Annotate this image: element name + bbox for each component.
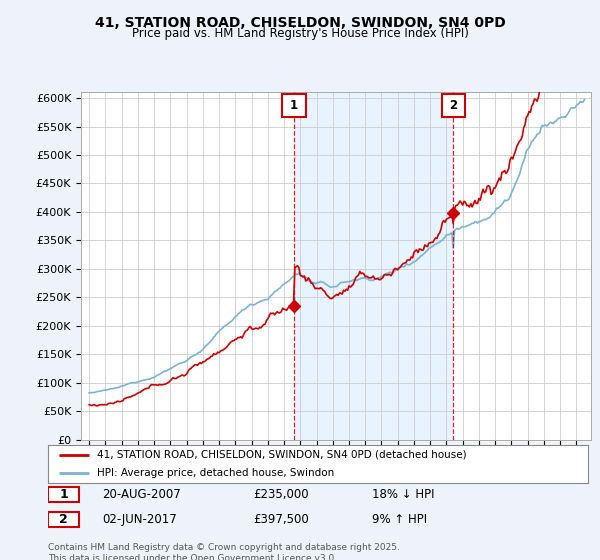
- Text: 1: 1: [59, 488, 68, 501]
- Text: 20-AUG-2007: 20-AUG-2007: [102, 488, 181, 501]
- Text: £397,500: £397,500: [253, 513, 309, 526]
- Bar: [294, 92, 453, 440]
- FancyBboxPatch shape: [48, 487, 79, 502]
- FancyBboxPatch shape: [283, 94, 306, 116]
- Text: 18% ↓ HPI: 18% ↓ HPI: [372, 488, 434, 501]
- Text: 9% ↑ HPI: 9% ↑ HPI: [372, 513, 427, 526]
- Text: 2: 2: [449, 99, 457, 112]
- Text: Price paid vs. HM Land Registry's House Price Index (HPI): Price paid vs. HM Land Registry's House …: [131, 27, 469, 40]
- FancyBboxPatch shape: [48, 512, 79, 528]
- Text: HPI: Average price, detached house, Swindon: HPI: Average price, detached house, Swin…: [97, 468, 334, 478]
- FancyBboxPatch shape: [442, 94, 465, 116]
- Text: 02-JUN-2017: 02-JUN-2017: [102, 513, 177, 526]
- Text: 41, STATION ROAD, CHISELDON, SWINDON, SN4 0PD (detached house): 41, STATION ROAD, CHISELDON, SWINDON, SN…: [97, 450, 466, 460]
- Text: 2: 2: [59, 513, 68, 526]
- Text: 1: 1: [290, 99, 298, 112]
- Text: Contains HM Land Registry data © Crown copyright and database right 2025.
This d: Contains HM Land Registry data © Crown c…: [48, 543, 400, 560]
- Text: 41, STATION ROAD, CHISELDON, SWINDON, SN4 0PD: 41, STATION ROAD, CHISELDON, SWINDON, SN…: [95, 16, 505, 30]
- Text: £235,000: £235,000: [253, 488, 309, 501]
